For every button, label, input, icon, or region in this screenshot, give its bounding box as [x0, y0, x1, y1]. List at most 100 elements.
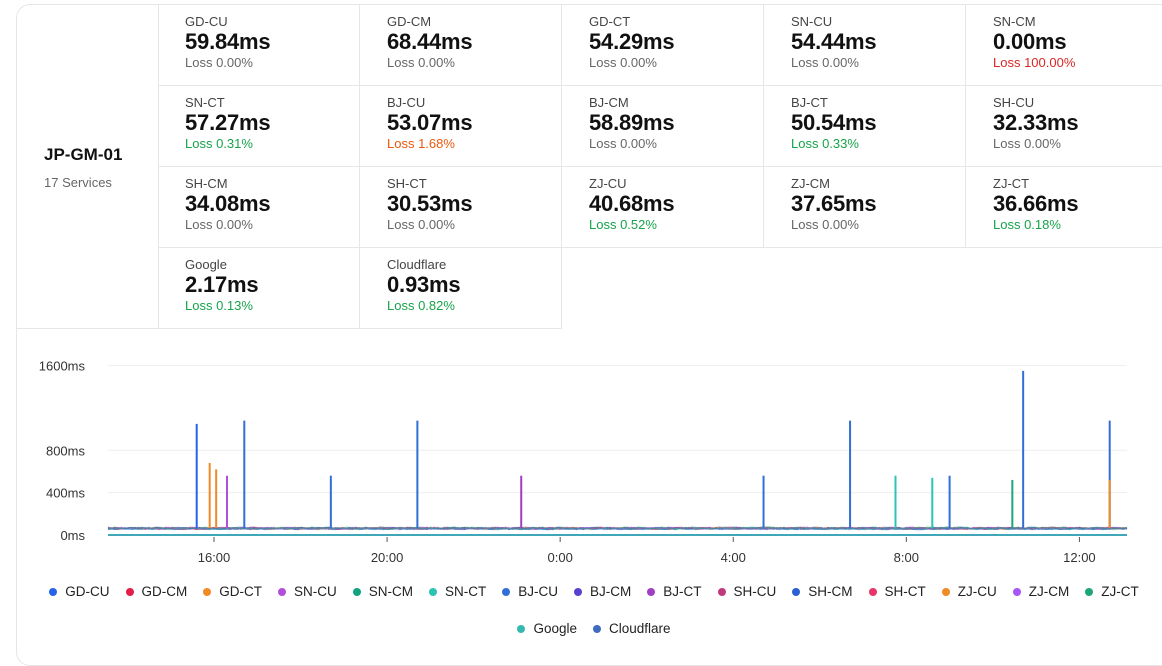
legend-item[interactable]: BJ-CM	[574, 583, 631, 600]
service-cell: SN-CU 54.44ms Loss 0.00%	[764, 5, 966, 86]
legend-item[interactable]: SH-CM	[792, 583, 853, 600]
legend-swatch	[647, 587, 656, 596]
service-loss: Loss 0.00%	[791, 217, 859, 232]
legend-label: GD-CM	[141, 584, 188, 599]
service-latency: 59.84ms	[185, 29, 271, 54]
service-latency: 30.53ms	[387, 191, 473, 216]
service-cell: SN-CT 57.27ms Loss 0.31%	[158, 86, 360, 167]
legend-item[interactable]: SH-CT	[868, 583, 926, 600]
legend-item[interactable]: BJ-CU	[502, 583, 558, 600]
y-tick-label: 800ms	[46, 443, 86, 458]
legend-swatch	[717, 587, 726, 596]
service-latency: 50.54ms	[791, 110, 877, 135]
service-name: GD-CT	[589, 14, 631, 29]
legend-label: SH-CM	[808, 584, 853, 599]
service-latency: 36.66ms	[993, 191, 1079, 216]
legend-item[interactable]: SN-CM	[352, 583, 413, 600]
services-count: 17 Services	[44, 175, 112, 190]
legend-swatch	[868, 587, 877, 596]
legend-swatch	[593, 624, 601, 633]
service-name: ZJ-CU	[589, 176, 627, 191]
service-cell: GD-CU 59.84ms Loss 0.00%	[158, 5, 360, 86]
service-cell: BJ-CT 50.54ms Loss 0.33%	[764, 86, 966, 167]
legend-item[interactable]: SN-CU	[278, 583, 337, 600]
service-loss: Loss 0.13%	[185, 298, 253, 313]
service-name: GD-CU	[185, 14, 228, 29]
service-loss: Loss 0.00%	[185, 55, 253, 70]
legend-swatch	[352, 587, 361, 596]
service-loss: Loss 0.31%	[185, 136, 253, 151]
service-name: SH-CT	[387, 176, 427, 191]
service-loss: Loss 100.00%	[993, 55, 1076, 70]
legend-item[interactable]: ZJ-CU	[941, 583, 997, 600]
legend-label: SN-CM	[368, 584, 413, 599]
service-cell: SH-CM 34.08ms Loss 0.00%	[158, 167, 360, 248]
service-cell: ZJ-CM 37.65ms Loss 0.00%	[764, 167, 966, 248]
server-summary: JP-GM-01 17 Services	[17, 5, 159, 329]
service-latency: 53.07ms	[387, 110, 473, 135]
service-cell: Cloudflare 0.93ms Loss 0.82%	[360, 248, 562, 329]
service-name: SH-CM	[185, 176, 228, 191]
service-loss: Loss 0.00%	[387, 217, 455, 232]
service-latency: 0.93ms	[387, 272, 461, 297]
legend-swatch	[502, 587, 511, 596]
service-name: ZJ-CT	[993, 176, 1030, 191]
legend-item[interactable]: Cloudflare	[593, 620, 671, 637]
legend-label: Google	[533, 621, 577, 636]
service-name: SN-CM	[993, 14, 1036, 29]
service-latency: 58.89ms	[589, 110, 675, 135]
legend-item[interactable]: GD-CT	[203, 583, 262, 600]
legend-label: ZJ-CT	[1101, 584, 1139, 599]
service-latency: 54.29ms	[589, 29, 675, 54]
legend-item[interactable]: BJ-CT	[647, 583, 702, 600]
legend-swatch	[792, 587, 801, 596]
service-latency: 34.08ms	[185, 191, 271, 216]
x-tick-label: 20:00	[371, 550, 404, 565]
x-tick-label: 8:00	[894, 550, 919, 565]
legend-swatch	[49, 587, 58, 596]
legend-label: ZJ-CU	[957, 584, 997, 599]
service-cell: Google 2.17ms Loss 0.13%	[158, 248, 360, 329]
legend-item[interactable]: GD-CU	[49, 583, 110, 600]
service-cell: ZJ-CU 40.68ms Loss 0.52%	[562, 167, 764, 248]
legend-item[interactable]: Google	[517, 620, 577, 637]
service-cell: BJ-CU 53.07ms Loss 1.68%	[360, 86, 562, 167]
service-loss: Loss 0.00%	[185, 217, 253, 232]
service-loss: Loss 0.00%	[387, 55, 455, 70]
legend-label: GD-CU	[65, 584, 110, 599]
service-latency: 54.44ms	[791, 29, 877, 54]
legend-item[interactable]: SH-CU	[717, 583, 777, 600]
service-name: Cloudflare	[387, 257, 447, 272]
x-tick-label: 12:00	[1063, 550, 1096, 565]
legend-item[interactable]: SN-CT	[429, 583, 486, 600]
service-latency: 68.44ms	[387, 29, 473, 54]
legend-swatch	[429, 587, 437, 596]
legend-label: Cloudflare	[609, 621, 671, 636]
service-latency: 0.00ms	[993, 29, 1067, 54]
legend-swatch	[1012, 587, 1021, 596]
legend-swatch	[517, 624, 526, 633]
legend-swatch	[1085, 587, 1094, 596]
legend-label: ZJ-CM	[1028, 584, 1070, 599]
y-tick-label: 400ms	[46, 486, 86, 501]
legend-label: GD-CT	[219, 584, 262, 599]
legend-label: SN-CT	[445, 584, 487, 599]
series-line	[107, 527, 1128, 531]
service-loss: Loss 0.00%	[791, 55, 859, 70]
x-tick-label: 0:00	[548, 550, 573, 565]
service-name: SN-CT	[185, 95, 225, 110]
legend-label: SH-CU	[733, 584, 777, 599]
service-cell: BJ-CM 58.89ms Loss 0.00%	[562, 86, 764, 167]
service-loss: Loss 0.00%	[993, 136, 1061, 151]
legend-item[interactable]: ZJ-CT	[1085, 583, 1139, 600]
server-name: JP-GM-01	[44, 145, 123, 164]
x-tick-label: 4:00	[721, 550, 746, 565]
legend-label: BJ-CT	[663, 584, 702, 599]
service-name: BJ-CU	[387, 95, 426, 110]
legend-item[interactable]: GD-CM	[125, 583, 188, 600]
service-name: SH-CU	[993, 95, 1035, 110]
service-cell: ZJ-CT 36.66ms Loss 0.18%	[966, 167, 1162, 248]
service-cell: GD-CT 54.29ms Loss 0.00%	[562, 5, 764, 86]
legend-item[interactable]: ZJ-CM	[1012, 583, 1070, 600]
service-name: BJ-CM	[589, 95, 629, 110]
